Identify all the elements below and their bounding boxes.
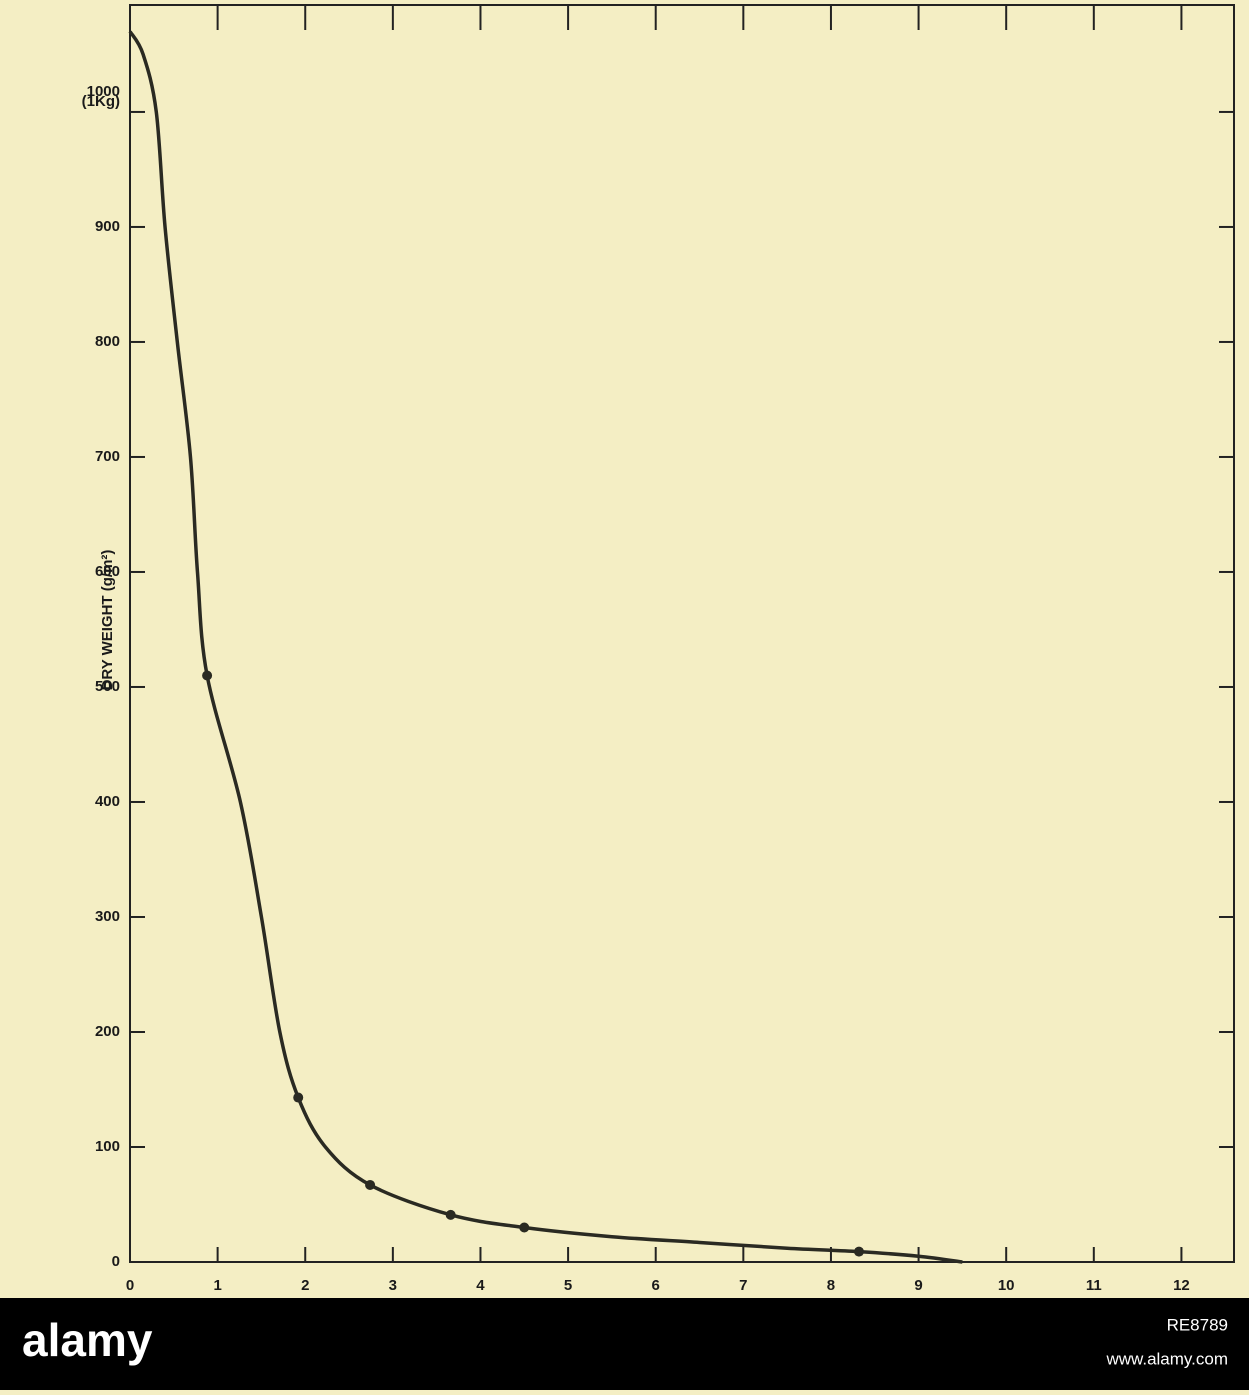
y-tick-label: 100 [95,1138,120,1155]
x-tick-label: 8 [827,1277,835,1294]
y-tick-label: 800 [95,333,120,350]
data-point [202,670,213,681]
y-tick-label: 500 [95,678,120,695]
x-tick-label: 2 [301,1277,309,1294]
data-point [293,1092,304,1103]
y-tick-label: 400 [95,793,120,810]
x-tick-label: 6 [652,1277,660,1294]
y-annotation: (1Kg) [82,93,120,110]
y-tick-label: 600 [95,563,120,580]
footer-band [0,1298,1249,1390]
y-tick-label: 1000 [87,83,120,100]
data-point [445,1209,456,1220]
y-tick-label: 200 [95,1023,120,1040]
x-tick-label: 11 [1086,1277,1102,1294]
curve [128,30,963,1264]
x-tick-label: 5 [564,1277,572,1294]
y-tick-label: 700 [95,448,120,465]
image-id: RE8789 [1167,1315,1228,1334]
y-tick-label: 0 [112,1253,120,1270]
plot-frame [129,4,1235,1263]
x-tick-label: 9 [914,1277,922,1294]
data-point [365,1179,376,1190]
x-tick-label: 3 [389,1277,397,1294]
x-tick-label: 4 [476,1277,485,1294]
y-axis-label: DRY WEIGHT (g/m²) [99,550,116,691]
data-point [853,1246,864,1257]
x-tick-label: 0 [126,1277,134,1294]
data-point [519,1222,530,1233]
brand: alamy [22,1314,153,1366]
y-tick-label: 900 [95,218,120,235]
x-tick-label: 12 [1173,1277,1190,1294]
x-tick-label: 10 [998,1277,1015,1294]
y-tick-label: 300 [95,908,120,925]
site: www.alamy.com [1105,1349,1228,1368]
x-tick-label: 7 [739,1277,747,1294]
x-tick-label: 1 [213,1277,221,1294]
footer: alamy RE8789 www.alamy.com [0,1298,1249,1390]
